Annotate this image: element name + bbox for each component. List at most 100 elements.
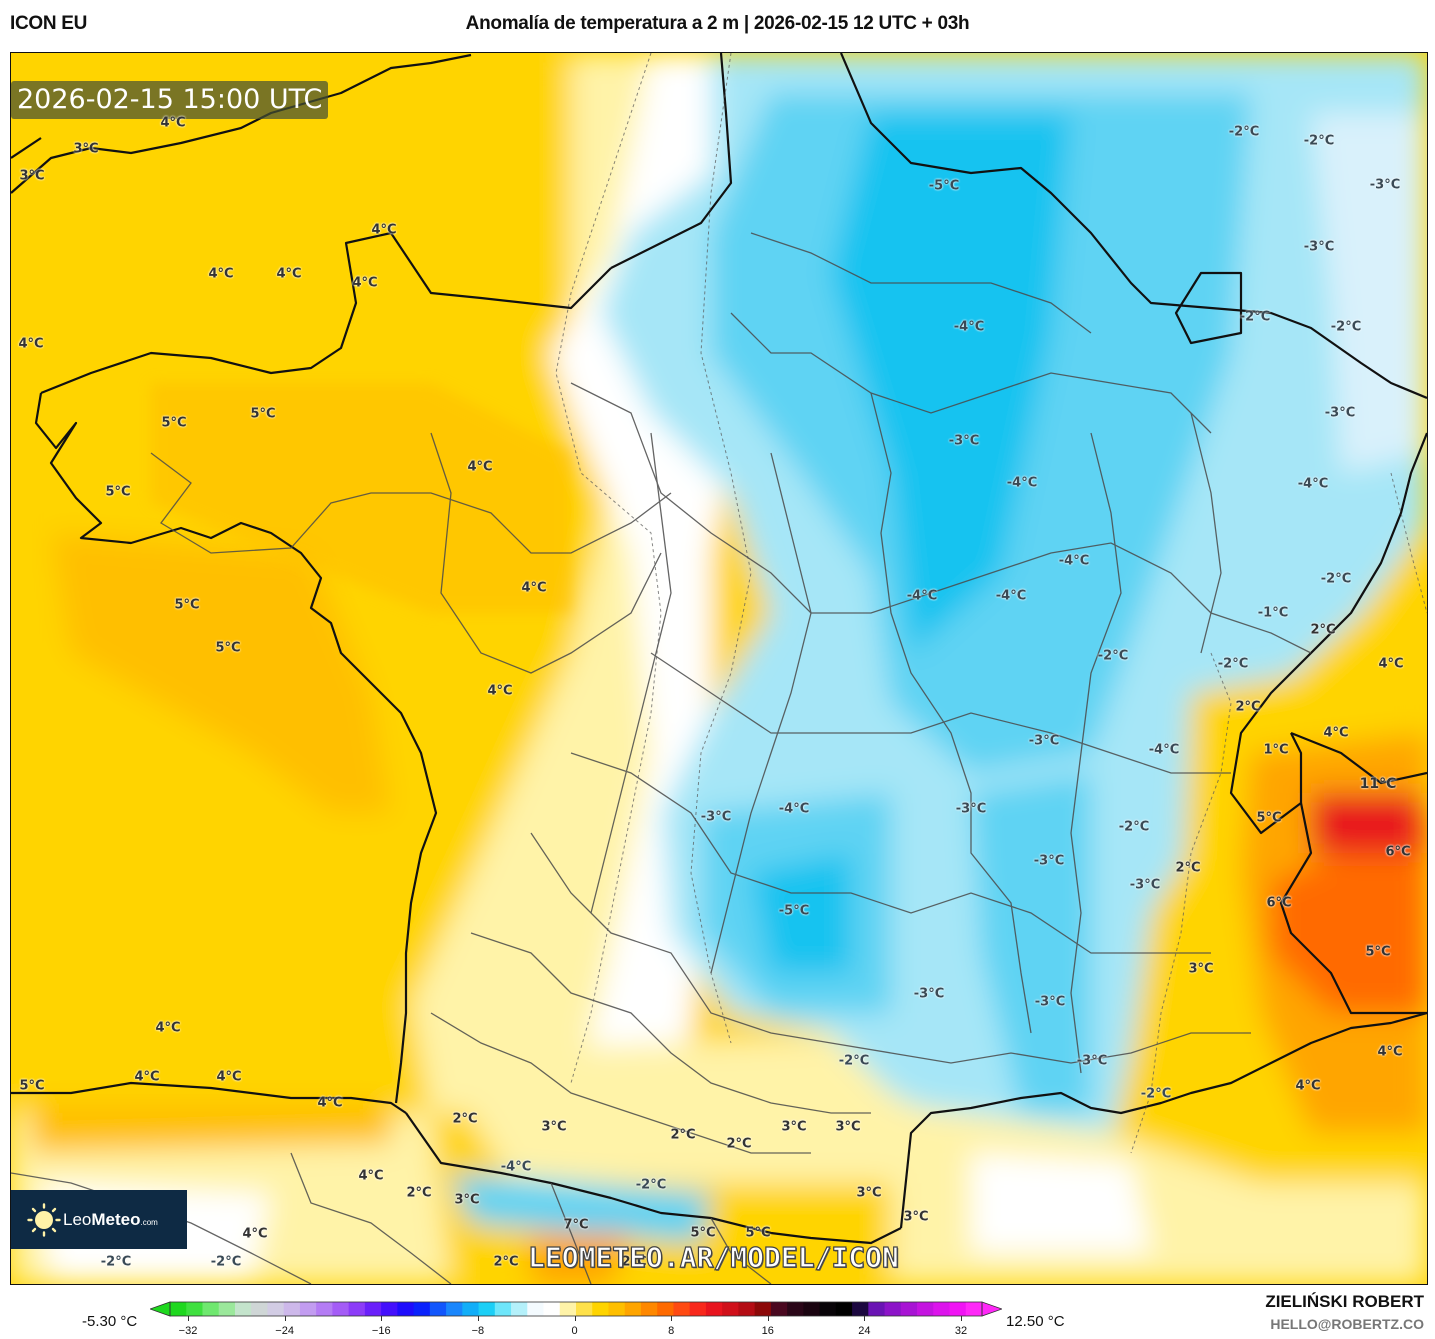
temperature-label: -3°C: [1033, 853, 1065, 869]
temperature-label: 11°C: [1359, 776, 1397, 792]
temperature-label: -4°C: [1297, 476, 1329, 492]
temperature-label: 4°C: [134, 1069, 160, 1085]
temperature-label: 3°C: [856, 1185, 882, 1201]
temperature-label: -3°C: [913, 986, 945, 1002]
colorbar-tick-mark: [864, 1316, 866, 1321]
temperature-label: 4°C: [317, 1095, 343, 1111]
temperature-label: 4°C: [467, 459, 493, 475]
temperature-label: -4°C: [778, 801, 810, 817]
temperature-label: -5°C: [928, 178, 960, 194]
temperature-label: -4°C: [906, 588, 938, 604]
temperature-label: -4°C: [500, 1159, 532, 1175]
temperature-label: -2°C: [635, 1177, 667, 1193]
colorbar-tick-mark: [574, 1316, 576, 1321]
temperature-label: 3°C: [454, 1192, 480, 1208]
temperature-label: -1°C: [1257, 605, 1289, 621]
temperature-label: -2°C: [1140, 1086, 1172, 1102]
temperature-label: -3°C: [1324, 405, 1356, 421]
colorbar-tick-mark: [284, 1316, 286, 1321]
temperature-label: 4°C: [1295, 1078, 1321, 1094]
temperature-label: -2°C: [1320, 571, 1352, 587]
colorbar-tick: −8: [471, 1325, 485, 1337]
temperature-label: 5°C: [174, 597, 200, 613]
colorbar-tick: −32: [178, 1325, 198, 1337]
sun-icon: [27, 1202, 61, 1237]
coastline: [11, 53, 1427, 1245]
temperature-label: 5°C: [215, 640, 241, 656]
colorbar-tick-mark: [381, 1316, 383, 1321]
temperature-label: 4°C: [216, 1069, 242, 1085]
temperature-label: 5°C: [1256, 810, 1282, 826]
temperature-label: 2°C: [493, 1254, 519, 1270]
temperature-label: 4°C: [371, 222, 397, 238]
temperature-label: 6°C: [1385, 844, 1411, 860]
colorbar-tick: −24: [275, 1325, 294, 1337]
temperature-label: 5°C: [745, 1225, 771, 1241]
chart-title: Anomalía de temperatura a 2 m | 2026-02-…: [465, 13, 970, 34]
leometeo-logo[interactable]: LeoMeteo.com: [11, 1190, 187, 1249]
temperature-label: 2°C: [621, 1254, 647, 1270]
temperature-label: 3°C: [1188, 961, 1214, 977]
temperature-label: 2°C: [1310, 622, 1336, 638]
author-email[interactable]: HELLO@ROBERTZ.CO: [1270, 1316, 1424, 1332]
temperature-label: 4°C: [521, 580, 547, 596]
colorbar-tick: 24: [858, 1325, 871, 1337]
temperature-label: -3°C: [1034, 994, 1066, 1010]
temperature-label: 4°C: [18, 336, 44, 352]
anomaly-fill: [11, 53, 1427, 1284]
colorbar-tick: 32: [954, 1325, 968, 1337]
temperature-label: -2°C: [1097, 648, 1129, 664]
temperature-label: 3°C: [835, 1119, 861, 1135]
temperature-label: 4°C: [1378, 656, 1404, 672]
temperature-label: 4°C: [487, 683, 513, 699]
temperature-label: 5°C: [250, 406, 276, 422]
colorbar-max-label: 12.50 °C: [1006, 1313, 1065, 1330]
temperature-label: 5°C: [1365, 944, 1391, 960]
temperature-label: -3°C: [1303, 239, 1335, 255]
author-name: ZIELIŃSKI ROBERT: [1265, 1292, 1424, 1311]
model-name: ICON EU: [10, 13, 88, 34]
temperature-label: 4°C: [242, 1226, 268, 1242]
temperature-label: 5°C: [105, 484, 131, 500]
map-canvas: [11, 53, 1427, 1284]
temperature-label: -2°C: [1228, 124, 1260, 140]
temperature-label: -3°C: [948, 433, 980, 449]
temperature-label: 4°C: [155, 1020, 181, 1036]
temperature-label: 5°C: [19, 1078, 45, 1094]
temperature-label: 3°C: [903, 1209, 929, 1225]
colorbar-tick-mark: [671, 1316, 673, 1321]
temperature-label: -2°C: [100, 1254, 132, 1270]
colorbar-tick: 8: [668, 1325, 675, 1337]
temperature-label: 2°C: [726, 1136, 752, 1152]
temperature-label: -3°C: [1076, 1053, 1108, 1069]
temperature-label: 3°C: [73, 141, 99, 157]
temperature-label: -4°C: [995, 588, 1027, 604]
temperature-label: 5°C: [161, 415, 187, 431]
brittany-warm-core: [151, 383, 571, 613]
logo-prefix: Leo: [63, 1209, 92, 1229]
colorbar: [150, 1301, 1002, 1317]
valid-time-stamp: 2026-02-15 15:00 UTC: [11, 81, 329, 119]
temperature-label: 7°C: [563, 1217, 589, 1233]
temperature-label: -5°C: [778, 903, 810, 919]
colorbar-min-label: -5.30 °C: [82, 1313, 138, 1330]
temperature-anomaly-map[interactable]: 2026-02-15 15:00 UTC 3°C 4°C 3°C 4°C 4°C 4°C 4…: [10, 52, 1428, 1285]
temperature-label: -2°C: [1118, 819, 1150, 835]
temperature-label: 4°C: [358, 1168, 384, 1184]
temperature-label: -2°C: [210, 1254, 242, 1270]
watermark-url: LEOMETEO.AR/MODEL/ICON: [527, 1240, 899, 1274]
temperature-label: 2°C: [1235, 699, 1261, 715]
temperature-label: 2°C: [1175, 860, 1201, 876]
colorbar-tick-mark: [961, 1316, 962, 1321]
logo-suffix: .com: [140, 1217, 158, 1227]
temperature-label: -3°C: [700, 809, 732, 825]
temperature-label: -2°C: [838, 1053, 870, 1069]
temperature-label: 2°C: [452, 1111, 478, 1127]
temperature-label: 3°C: [19, 168, 45, 184]
logo-text: LeoMeteo.com: [63, 1210, 158, 1230]
temperature-label: -3°C: [955, 801, 987, 817]
temperature-label: -2°C: [1217, 656, 1249, 672]
temperature-label: 3°C: [541, 1119, 567, 1135]
temperature-label: -3°C: [1369, 177, 1401, 193]
zero-contours: [555, 53, 1427, 1154]
